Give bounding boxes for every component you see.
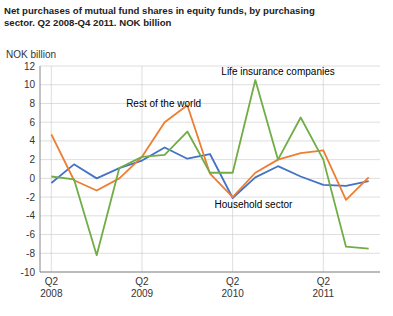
y-tick-label: -2 — [26, 192, 35, 203]
annotation: Life insurance companies — [221, 66, 334, 77]
x-tick-label: Q22009 — [131, 276, 154, 299]
x-axis — [40, 272, 380, 273]
y-tick-label: 6 — [29, 117, 35, 128]
y-tick-label: 4 — [29, 135, 35, 146]
x-tick-line: 2011 — [313, 288, 335, 299]
x-tick-line: 2009 — [131, 288, 154, 299]
plot-area — [51, 80, 368, 255]
y-grid-line — [40, 103, 380, 104]
title: Net purchases of mutual fund shares in e… — [4, 5, 315, 28]
y-grid-line — [40, 197, 380, 198]
y-tick-label: -4 — [26, 210, 35, 221]
y-grid-line — [40, 272, 380, 273]
y-tick-label: 8 — [29, 98, 35, 109]
y-tick-label: -6 — [26, 229, 35, 240]
series-line — [51, 80, 368, 255]
y-grid-line — [40, 84, 380, 85]
series-line — [51, 105, 368, 200]
title-line: Net purchases of mutual fund shares in e… — [4, 5, 315, 16]
chart: Net purchases of mutual fund shares in e… — [0, 0, 393, 316]
x-tick-line: Q2 — [226, 276, 240, 287]
y-grid-line — [40, 122, 380, 123]
y-grid-line — [40, 215, 380, 216]
title-line: sector. Q2 2008-Q4 2011. NOK billion — [4, 17, 172, 28]
y-grid-line — [40, 253, 380, 254]
x-tick-label: Q22011 — [313, 276, 335, 299]
y-grid-line — [40, 159, 380, 160]
y-grid-line — [40, 140, 380, 141]
x-tick-line: 2010 — [222, 288, 245, 299]
x-tick-line: Q2 — [45, 276, 59, 287]
y-tick-label: 10 — [24, 79, 36, 90]
x-tick-line: 2008 — [40, 288, 63, 299]
annotation: Rest of the world — [126, 98, 201, 109]
y-label: NOK billion — [6, 49, 56, 60]
x-grid-line — [51, 66, 52, 272]
y-axis — [40, 66, 41, 272]
y-tick-label: -8 — [26, 248, 35, 259]
x-grid-line — [142, 66, 143, 272]
y-tick-label: 2 — [29, 154, 35, 165]
x-tick-line: Q2 — [317, 276, 331, 287]
y-tick-label: -10 — [21, 267, 36, 278]
grid — [40, 66, 380, 272]
y-tick-label: 12 — [24, 61, 36, 72]
x-tick-line: Q2 — [135, 276, 149, 287]
x-tick-label: Q22008 — [40, 276, 63, 299]
x-tick-label: Q22010 — [222, 276, 245, 299]
annotation: Household sector — [215, 199, 293, 210]
y-tick-label: 0 — [29, 173, 35, 184]
x-grid-line — [323, 66, 324, 272]
